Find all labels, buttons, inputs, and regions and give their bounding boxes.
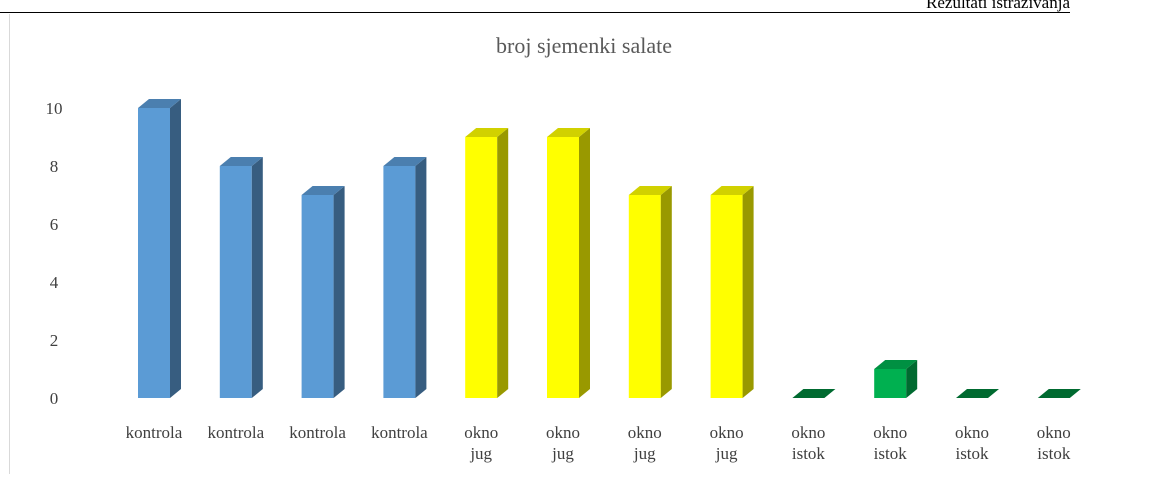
bar xyxy=(219,157,263,398)
bar xyxy=(628,186,672,398)
x-category-label: okno istok xyxy=(1037,423,1071,463)
x-category-label: okno jug xyxy=(464,423,498,463)
x-category-label: kontrola xyxy=(371,423,428,442)
bar xyxy=(138,99,181,398)
x-axis: kontrola kontrola kontrola kontrola okno jug o… xyxy=(126,423,1071,463)
x-category-label: okno jug xyxy=(546,423,580,463)
x-category-label: kontrola xyxy=(126,423,183,442)
bar xyxy=(956,389,999,398)
x-category-label: okno jug xyxy=(628,423,662,463)
y-tick-label: 0 xyxy=(50,389,59,408)
page-header: Rezultati istraživanja xyxy=(0,0,1070,13)
chart-title: broj sjemenki salate xyxy=(496,33,672,58)
x-category-label: okno istok xyxy=(791,423,825,463)
bar xyxy=(874,360,918,398)
x-category-label: okno istok xyxy=(873,423,907,463)
x-category-label: okno istok xyxy=(955,423,989,463)
bar xyxy=(1037,389,1081,398)
y-tick-label: 10 xyxy=(46,99,63,118)
bar xyxy=(547,128,590,398)
bar xyxy=(792,389,836,398)
x-category-label: kontrola xyxy=(207,423,264,442)
bar xyxy=(710,186,754,398)
left-border xyxy=(9,14,10,474)
bar xyxy=(383,157,427,398)
bar xyxy=(301,186,345,398)
y-tick-label: 2 xyxy=(50,331,59,350)
x-category-label: okno jug xyxy=(710,423,744,463)
y-axis: 0 2 4 6 8 10 xyxy=(46,99,63,408)
y-tick-label: 8 xyxy=(50,157,59,176)
y-tick-label: 4 xyxy=(50,273,59,292)
bars xyxy=(138,99,1081,398)
bar xyxy=(465,128,509,398)
x-category-label: kontrola xyxy=(289,423,346,442)
y-tick-label: 6 xyxy=(50,215,59,234)
page-header-text: Rezultati istraživanja xyxy=(926,0,1070,12)
